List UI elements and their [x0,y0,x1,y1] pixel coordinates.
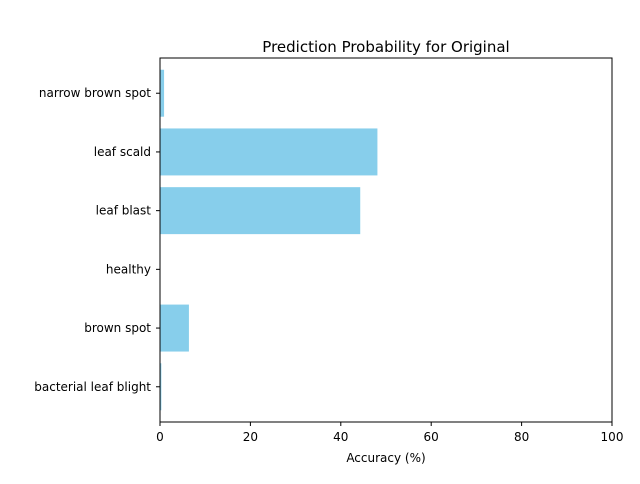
bar-brown-spot [160,304,189,352]
bars-layer [160,69,378,411]
y-tick-label-leaf-scald: leaf scald [94,145,151,159]
x-tick-label: 100 [601,430,624,444]
x-axis-ticks: 0 20 40 60 80 100 [156,422,623,444]
bar-leaf-scald [160,128,378,176]
x-tick-label: 0 [156,430,164,444]
y-tick-label-leaf-blast: leaf blast [96,204,152,218]
chart-title: Prediction Probability for Original [262,38,509,56]
x-tick-label: 60 [424,430,439,444]
bar-bacterial-leaf-blight [160,363,162,411]
y-axis-ticks: bacterial leaf blight brown spot healthy le… [34,86,160,394]
y-tick-label-bacterial-leaf-blight: bacterial leaf blight [34,380,151,394]
x-axis-label: Accuracy (%) [346,451,425,465]
y-tick-label-brown-spot: brown spot [84,321,151,335]
x-tick-label: 20 [243,430,258,444]
y-tick-label-narrow-brown-spot: narrow brown spot [39,86,151,100]
x-tick-label: 40 [333,430,348,444]
plot-frame [159,57,613,423]
y-tick-label-healthy: healthy [106,262,151,276]
bar-narrow-brown-spot [160,69,165,117]
x-tick-label: 80 [514,430,529,444]
bar-leaf-blast [160,187,361,235]
